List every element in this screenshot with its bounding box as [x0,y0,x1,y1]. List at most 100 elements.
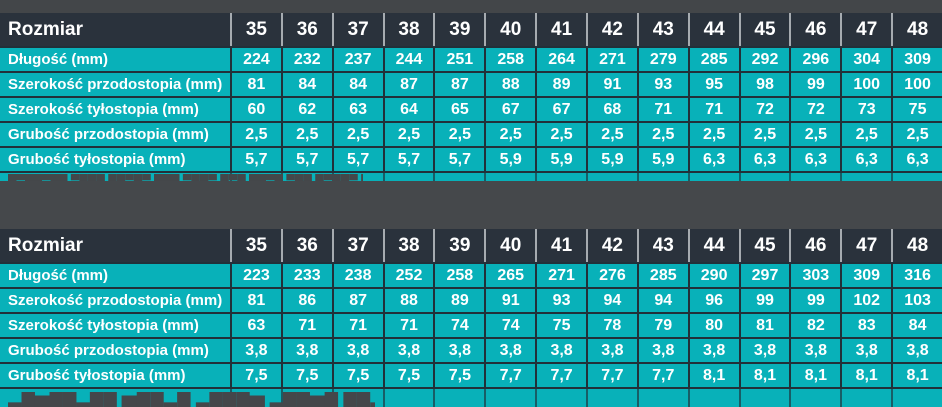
value-cell: 100 [840,73,891,96]
value-cell: 271 [586,48,637,71]
size-header-label: Rozmiar [8,18,83,40]
value-cell: 6,3 [891,148,942,171]
value-cell: 3,8 [891,339,942,362]
value-cell: 99 [738,289,790,312]
value-cell: 99 [789,289,840,312]
value-cell: 93 [636,73,688,96]
value-cell: 93 [535,289,586,312]
table-row: Grubość przodostopia (mm) 2,5 2,5 2,5 2,5 2,5… [0,121,942,146]
value-cell: 72 [789,98,840,121]
value-cell: 3,8 [535,339,586,362]
row-label: Długość (mm) [8,51,109,68]
strip-cell [636,173,688,181]
size-col-header: 38 [382,13,434,46]
value-cell: 71 [331,314,383,337]
value-cell: 316 [891,264,942,287]
value-cell: 265 [484,264,535,287]
value-cell: 71 [636,98,688,121]
clipped-caption-strip: ▄█▆██▄██ ▆██▄█ ▄███▆ ▄██▆█ ██▄█ ▆█▄██ ▄█… [0,387,942,407]
value-cell: 3,8 [687,339,739,362]
value-cell: 2,5 [687,123,739,146]
value-cell: 290 [687,264,739,287]
row-label: Szerokość tyłostopia (mm) [8,101,199,118]
value-cell: 285 [687,48,739,71]
value-cell: 7,7 [586,364,637,387]
value-cell: 79 [636,314,688,337]
value-cell: 64 [382,98,434,121]
value-cell: 89 [535,73,586,96]
value-cell: 258 [433,264,484,287]
value-cell: 3,8 [738,339,790,362]
row-label: Grubość tyłostopia (mm) [8,151,186,168]
strip-cell [382,389,434,407]
value-cell: 98 [738,73,790,96]
size-col-header: 47 [840,229,891,262]
size-col-header: 38 [382,229,434,262]
row-label: Długość (mm) [8,267,109,284]
value-cell: 5,9 [636,148,688,171]
table-row: Szerokość przodostopia (mm) 81 86 87 88 89 91 9… [0,287,942,312]
clipped-caption-text: █▀██▀██ ▀███ ██▀█▀ ███ ▀██▀ █▀█ ██▀█ ▀██… [8,174,363,181]
size-col-header: 37 [331,229,383,262]
row-label: Szerokość tyłostopia (mm) [8,317,199,334]
value-cell: 81 [230,289,281,312]
size-col-header: 40 [484,13,535,46]
value-cell: 74 [484,314,535,337]
value-cell: 75 [535,314,586,337]
value-cell: 2,5 [280,123,332,146]
value-cell: 238 [331,264,383,287]
value-cell: 303 [789,264,840,287]
value-cell: 2,5 [586,123,637,146]
strip-cell [687,389,739,407]
value-cell: 264 [535,48,586,71]
value-cell: 67 [484,98,535,121]
value-cell: 88 [382,289,434,312]
value-cell: 8,1 [840,364,891,387]
value-cell: 88 [484,73,535,96]
value-cell: 71 [382,314,434,337]
value-cell: 72 [738,98,790,121]
row-label: Szerokość przodostopia (mm) [8,76,223,93]
table-row: Grubość tyłostopia (mm) 5,7 5,7 5,7 5,7 5,7 5,… [0,146,942,171]
value-cell: 2,5 [738,123,790,146]
size-col-header: 46 [789,13,840,46]
size-col-header: 47 [840,13,891,46]
value-cell: 63 [230,314,281,337]
size-table-1: Rozmiar 35 36 37 38 39 40 41 42 43 44 45 46 47 48 Długo… [0,13,942,181]
value-cell: 5,9 [535,148,586,171]
value-cell: 3,8 [331,339,383,362]
value-cell: 8,1 [738,364,790,387]
value-cell: 6,3 [687,148,739,171]
size-col-header: 41 [535,13,586,46]
value-cell: 73 [840,98,891,121]
row-label: Szerokość przodostopia (mm) [8,292,223,309]
table-header-row: Rozmiar 35 36 37 38 39 40 41 42 43 44 45 46 47 48 [0,13,942,46]
value-cell: 6,3 [789,148,840,171]
value-cell: 292 [738,48,790,71]
value-cell: 3,8 [840,339,891,362]
table-row: Szerokość przodostopia (mm) 81 84 84 87 87 88 8… [0,71,942,96]
strip-cell [280,389,332,407]
value-cell: 7,7 [636,364,688,387]
value-cell: 2,5 [636,123,688,146]
value-cell: 103 [891,289,942,312]
value-cell: 95 [687,73,739,96]
size-col-header: 40 [484,229,535,262]
value-cell: 82 [789,314,840,337]
value-cell: 304 [840,48,891,71]
strip-cell [789,389,840,407]
table-row: Długość (mm) 224 232 237 244 251 258 264 271 279 2… [0,46,942,71]
value-cell: 233 [280,264,332,287]
table-row: Szerokość tyłostopia (mm) 60 62 63 64 65 67 67 6… [0,96,942,121]
value-cell: 7,7 [484,364,535,387]
strip-cell [433,389,484,407]
value-cell: 8,1 [687,364,739,387]
size-col-header: 46 [789,229,840,262]
size-col-header: 37 [331,13,383,46]
strip-cell [484,173,535,181]
value-cell: 7,5 [433,364,484,387]
value-cell: 8,1 [891,364,942,387]
value-cell: 84 [331,73,383,96]
value-cell: 258 [484,48,535,71]
